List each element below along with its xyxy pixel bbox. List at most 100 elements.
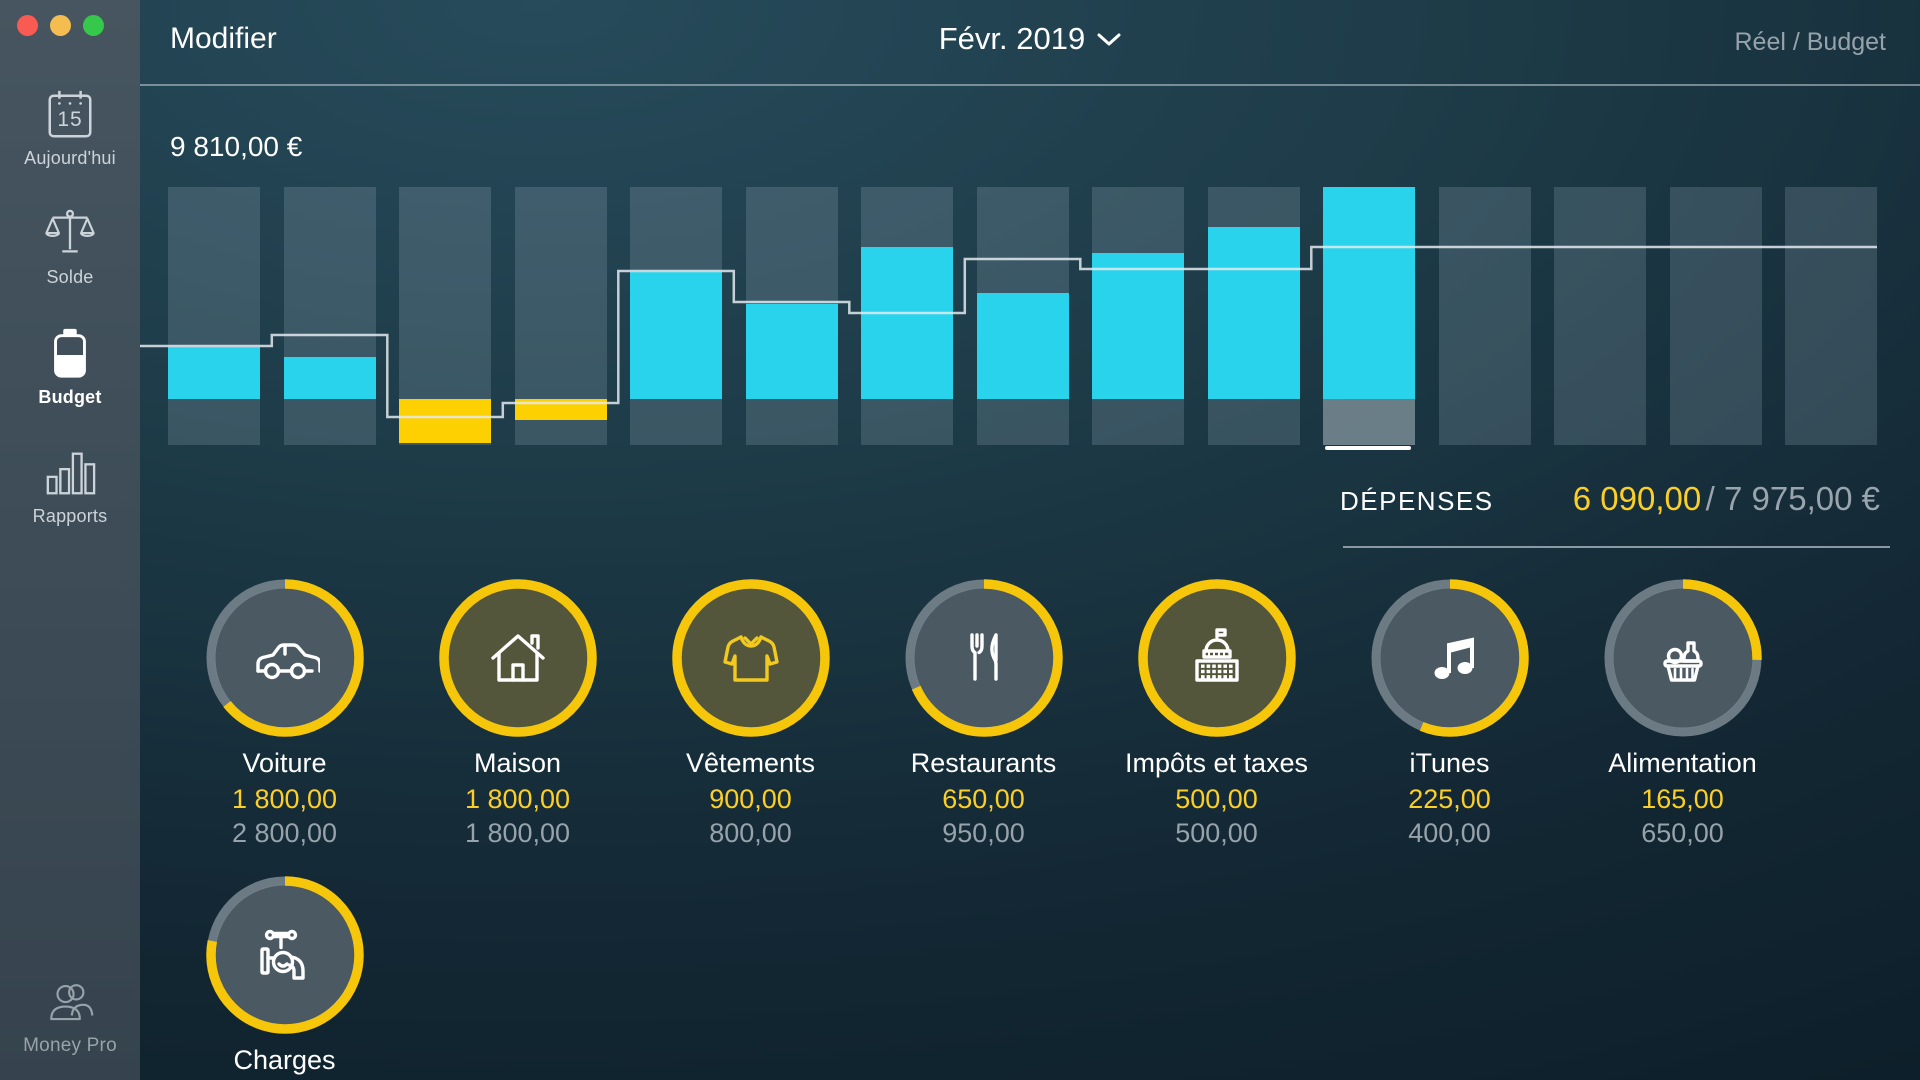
chart-day-column[interactable] bbox=[861, 187, 953, 445]
category-badge[interactable] bbox=[1370, 578, 1530, 738]
category-budget-value: 2 800,00 bbox=[231, 818, 338, 848]
chart-day-column[interactable] bbox=[168, 187, 260, 445]
category-grid: Voiture 1 800,00 2 800,00 Maison 1 800,00 1 8… bbox=[168, 578, 1799, 1080]
chart-day-column[interactable] bbox=[1554, 187, 1646, 445]
sidebar-item-label: Solde bbox=[46, 267, 94, 287]
period-selector[interactable]: Févr. 2019 bbox=[140, 21, 1920, 57]
chart-day-column[interactable] bbox=[1323, 187, 1415, 445]
actual-bar-positive bbox=[1323, 187, 1415, 399]
category-name: Charges bbox=[233, 1045, 336, 1075]
category-spent-value: 1 800,00 bbox=[464, 784, 571, 814]
calendar-day-number: 15 bbox=[57, 108, 83, 131]
category-budget-value: 400,00 bbox=[1408, 818, 1491, 848]
category-v-tements: Vêtements 900,00 800,00 bbox=[634, 578, 867, 875]
actual-bar-positive bbox=[1092, 253, 1184, 399]
chart-day-column[interactable] bbox=[283, 187, 376, 445]
category-restaurants: Restaurants 650,00 950,00 bbox=[867, 578, 1100, 875]
scales-icon bbox=[43, 205, 97, 263]
sidebar-item-solde[interactable]: Solde bbox=[0, 205, 140, 288]
category-name: Restaurants bbox=[910, 748, 1057, 778]
chart-day-column[interactable] bbox=[399, 187, 491, 445]
chevron-down-icon bbox=[1097, 33, 1121, 46]
expenses-divider-line bbox=[1343, 546, 1890, 548]
actual-bar-positive bbox=[1207, 227, 1300, 399]
category-name: Impôts et taxes bbox=[1124, 748, 1309, 778]
category-voiture: Voiture 1 800,00 2 800,00 bbox=[168, 578, 401, 875]
real-budget-toggle[interactable]: Réel / Budget bbox=[1734, 28, 1887, 56]
close-window-button[interactable] bbox=[17, 15, 38, 36]
actual-bar-positive bbox=[283, 357, 376, 399]
expenses-label: DÉPENSES bbox=[1340, 486, 1494, 516]
actual-bar-positive bbox=[861, 247, 953, 399]
category-budget-value: 950,00 bbox=[942, 818, 1025, 848]
category-imp-ts-et-taxes: Impôts et taxes 500,00 500,00 bbox=[1100, 578, 1333, 875]
chart-day-column[interactable] bbox=[976, 187, 1069, 445]
users-icon bbox=[45, 978, 95, 1028]
category-spent-value: 500,00 bbox=[1175, 784, 1258, 814]
minimize-window-button[interactable] bbox=[50, 15, 71, 36]
actual-bar-negative bbox=[399, 399, 491, 443]
category-name: Alimentation bbox=[1608, 748, 1757, 778]
category-spent-value: 650,00 bbox=[942, 784, 1025, 814]
expenses-actual-value: 6 090,00 bbox=[1572, 480, 1702, 517]
category-name: Vêtements bbox=[685, 748, 816, 778]
sidebar-item-aujourdhui[interactable]: 15 Aujourd'hui bbox=[0, 86, 140, 169]
expenses-values: 6 090,00 / 7 975,00 € bbox=[1573, 480, 1880, 518]
actual-bar-positive bbox=[168, 347, 260, 399]
chart-day-column[interactable] bbox=[1438, 187, 1531, 445]
category-badge[interactable] bbox=[205, 578, 365, 738]
category-budget-value: 500,00 bbox=[1175, 818, 1258, 848]
category-badge[interactable] bbox=[671, 578, 831, 738]
sidebar-item-label: Rapports bbox=[32, 506, 108, 526]
actual-bar-positive bbox=[976, 293, 1069, 399]
category-spent-value: 1 800,00 bbox=[231, 784, 338, 814]
period-label: Févr. 2019 bbox=[938, 21, 1086, 56]
category-spent-value: 165,00 bbox=[1641, 784, 1724, 814]
chart-day-column[interactable] bbox=[630, 187, 722, 445]
category-budget-value: 650,00 bbox=[1641, 818, 1724, 848]
bar-chart-icon bbox=[43, 444, 97, 502]
category-badge[interactable] bbox=[205, 875, 365, 1035]
edit-button[interactable]: Modifier bbox=[170, 22, 277, 55]
category-badge[interactable] bbox=[1603, 578, 1763, 738]
money-pro-label: Money Pro bbox=[23, 1035, 117, 1056]
category-badge[interactable] bbox=[438, 578, 598, 738]
sidebar-item-budget[interactable]: Budget bbox=[0, 325, 140, 408]
selected-day-shade bbox=[1323, 399, 1415, 445]
category-maison: Maison 1 800,00 1 800,00 bbox=[401, 578, 634, 875]
category-alimentation: Alimentation 165,00 650,00 bbox=[1566, 578, 1799, 875]
chart-day-column[interactable] bbox=[1092, 187, 1184, 445]
category-charges: Charges bbox=[168, 875, 401, 1080]
chart-day-column[interactable] bbox=[1669, 187, 1762, 445]
header-bar: Modifier Févr. 2019 Réel / Budget bbox=[140, 0, 1920, 86]
category-name: Maison bbox=[473, 748, 562, 778]
expenses-summary: DÉPENSES 6 090,00 / 7 975,00 € bbox=[1340, 480, 1880, 518]
category-badge[interactable] bbox=[1137, 578, 1297, 738]
category-spent-value: 225,00 bbox=[1408, 784, 1491, 814]
sidebar: 15 Aujourd'hui Solde Budget Rapports Money P… bbox=[0, 0, 140, 1080]
chart-day-column[interactable] bbox=[745, 187, 838, 445]
category-spent-value: 900,00 bbox=[709, 784, 792, 814]
sidebar-item-label: Aujourd'hui bbox=[24, 148, 116, 168]
sidebar-item-rapports[interactable]: Rapports bbox=[0, 444, 140, 527]
category-itunes: iTunes 225,00 400,00 bbox=[1333, 578, 1566, 875]
battery-icon bbox=[43, 325, 97, 383]
category-name: iTunes bbox=[1409, 748, 1490, 778]
category-budget-value: 800,00 bbox=[709, 818, 792, 848]
chart-day-column[interactable] bbox=[1785, 187, 1877, 445]
actual-bar-positive bbox=[745, 304, 838, 399]
category-budget-value: 1 800,00 bbox=[464, 818, 571, 848]
actual-bar-positive bbox=[630, 272, 722, 399]
zoom-window-button[interactable] bbox=[83, 15, 104, 36]
selected-day-underline bbox=[1325, 446, 1411, 450]
actual-bar-negative bbox=[514, 399, 607, 420]
sidebar-item-label: Budget bbox=[38, 387, 102, 407]
category-name: Voiture bbox=[242, 748, 327, 778]
sidebar-item-money-pro[interactable]: Money Pro bbox=[0, 978, 140, 1057]
category-badge[interactable] bbox=[904, 578, 1064, 738]
chart-day-column[interactable] bbox=[514, 187, 607, 445]
budget-total-amount: 9 810,00 € bbox=[170, 131, 303, 162]
chart-day-column[interactable] bbox=[1207, 187, 1300, 445]
expenses-budget-value: / 7 975,00 € bbox=[1705, 480, 1880, 517]
